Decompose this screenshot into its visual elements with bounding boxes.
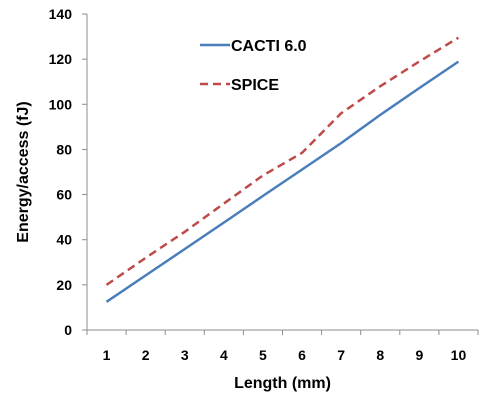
x-tick-label: 7 <box>337 347 345 363</box>
series-lines <box>105 36 460 303</box>
legend: CACTI 6.0 SPICE <box>200 38 307 94</box>
y-tick-label: 140 <box>49 6 73 22</box>
y-tick-label: 20 <box>56 277 72 293</box>
x-tick-label: 1 <box>103 347 111 363</box>
x-tick-label: 10 <box>451 347 467 363</box>
x-tick-label: 4 <box>220 347 228 363</box>
y-tick-label: 120 <box>49 51 73 67</box>
series-line-cacti <box>105 60 460 303</box>
y-tick-label: 100 <box>49 96 73 112</box>
x-tick-label: 2 <box>142 347 150 363</box>
x-tick-label: 9 <box>415 347 423 363</box>
x-tick-label: 8 <box>376 347 384 363</box>
y-tick-label: 80 <box>56 141 72 157</box>
y-tick-label: 60 <box>56 187 72 203</box>
x-tick-label: 6 <box>298 347 306 363</box>
legend-label: SPICE <box>231 77 279 94</box>
y-axis-label: Energy/access (fJ) <box>15 101 32 242</box>
x-axis-label: Length (mm) <box>234 375 331 392</box>
series-line-spice <box>105 36 460 286</box>
x-tick-label: 3 <box>181 347 189 363</box>
x-tick-label: 5 <box>259 347 267 363</box>
axes <box>86 14 478 331</box>
x-axis-ticks: 1 2 3 4 5 6 7 8 9 10 <box>86 330 479 363</box>
y-tick-label: 40 <box>56 232 72 248</box>
legend-label: CACTI 6.0 <box>231 38 307 55</box>
y-axis-ticks: 0 20 40 60 80 100 120 140 <box>49 6 87 338</box>
y-tick-label: 0 <box>64 322 72 338</box>
